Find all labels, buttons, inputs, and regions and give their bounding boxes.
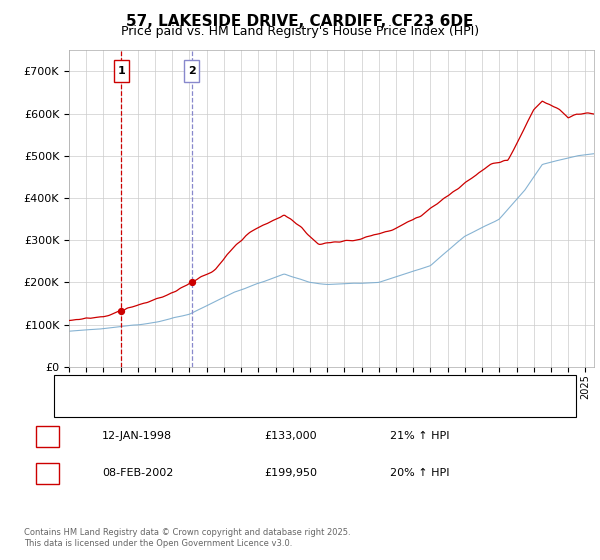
- Text: 57, LAKESIDE DRIVE, CARDIFF, CF23 6DE: 57, LAKESIDE DRIVE, CARDIFF, CF23 6DE: [127, 14, 473, 29]
- Text: 57, LAKESIDE DRIVE, CARDIFF, CF23 6DE (detached house): 57, LAKESIDE DRIVE, CARDIFF, CF23 6DE (d…: [102, 382, 411, 392]
- Text: HPI: Average price, detached house, Cardiff: HPI: Average price, detached house, Card…: [102, 400, 330, 410]
- Text: £199,950: £199,950: [264, 468, 317, 478]
- Point: [187, 278, 196, 287]
- Text: £133,000: £133,000: [264, 431, 317, 441]
- Text: 12-JAN-1998: 12-JAN-1998: [102, 431, 172, 441]
- Text: 21% ↑ HPI: 21% ↑ HPI: [390, 431, 449, 441]
- Text: 20% ↑ HPI: 20% ↑ HPI: [390, 468, 449, 478]
- FancyBboxPatch shape: [114, 60, 128, 82]
- Text: 2: 2: [188, 66, 196, 76]
- Text: Price paid vs. HM Land Registry's House Price Index (HPI): Price paid vs. HM Land Registry's House …: [121, 25, 479, 38]
- Text: 2: 2: [44, 468, 51, 478]
- Text: 1: 1: [44, 431, 51, 441]
- Text: Contains HM Land Registry data © Crown copyright and database right 2025.
This d: Contains HM Land Registry data © Crown c…: [24, 528, 350, 548]
- Point: [116, 306, 126, 315]
- Text: 1: 1: [118, 66, 125, 76]
- FancyBboxPatch shape: [184, 60, 199, 82]
- Text: 08-FEB-2002: 08-FEB-2002: [102, 468, 173, 478]
